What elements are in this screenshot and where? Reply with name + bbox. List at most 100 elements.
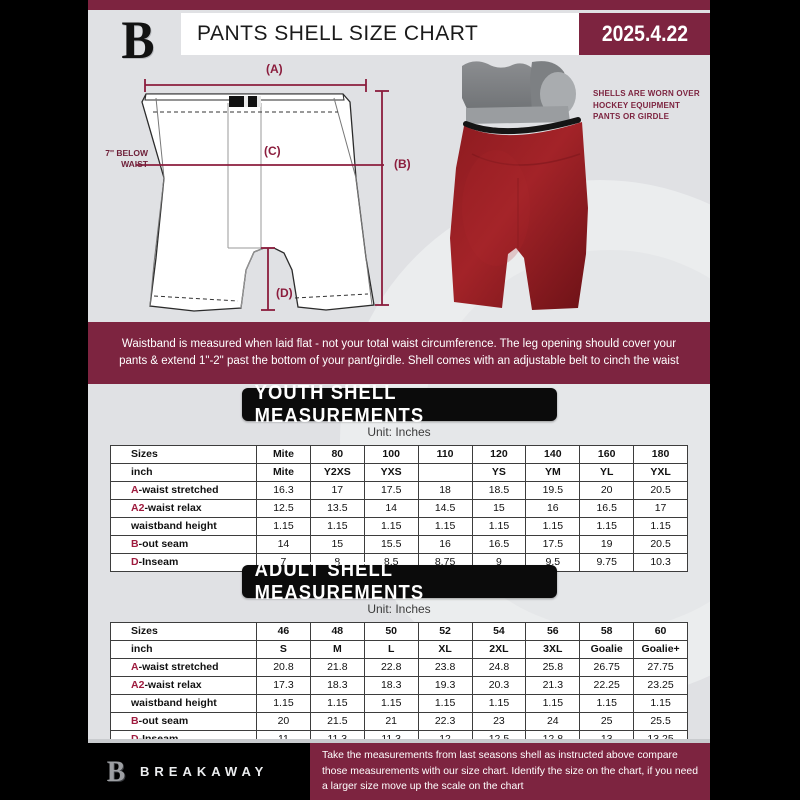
page-header: B PANTS SHELL SIZE CHART 2025.4.22 (88, 10, 710, 67)
table-cell: 60 (633, 622, 688, 641)
table-cell: 17 (310, 481, 365, 500)
table-cell: 120 (472, 445, 527, 464)
waist-note-line1: 7'' BELOW (105, 148, 148, 158)
table-cell: 1.15 (418, 694, 473, 713)
table-cell: 20.8 (256, 658, 311, 677)
table-cell: 1.15 (633, 694, 688, 713)
table-cell: 110 (418, 445, 473, 464)
table-row: A2-waist relax 12.5 13.5 14 14.5 15 16 16.5 17 (110, 499, 688, 518)
row-label: B-out seam (110, 712, 257, 731)
table-cell: 16 (418, 535, 473, 554)
table-cell: 20.3 (472, 676, 527, 695)
row-label: Sizes (110, 622, 257, 641)
row-label-marker: A2 (131, 502, 145, 514)
row-label: waistband height (110, 694, 257, 713)
table-cell: 1.15 (472, 517, 527, 536)
row-label: A-waist stretched (110, 658, 257, 677)
table-cell: 19 (579, 535, 635, 554)
youth-measurements-table: Sizes Mite 80 100 110 120 140 160 180 inch Mite Y2X… (110, 445, 688, 572)
table-cell: 14 (364, 499, 419, 518)
table-row: A-waist stretched 20.8 21.8 22.8 23.8 24.8 25.… (110, 658, 688, 677)
row-label: B-out seam (110, 535, 257, 554)
table-cell: 1.15 (579, 517, 635, 536)
table-cell: YM (525, 463, 581, 482)
footer-instruction-text: Take the measurements from last seasons … (322, 750, 698, 793)
table-cell: 16.5 (472, 535, 527, 554)
table-cell: YXL (633, 463, 688, 482)
table-cell: 16 (525, 499, 581, 518)
table-cell: 15.5 (364, 535, 419, 554)
table-cell: 17.5 (364, 481, 419, 500)
table-cell: 25 (579, 712, 635, 731)
table-cell: 80 (310, 445, 365, 464)
top-accent-strip (88, 0, 710, 10)
table-cell: 1.15 (633, 517, 688, 536)
table-cell: 20.5 (633, 481, 688, 500)
table-cell: 24.8 (472, 658, 527, 677)
measurement-instruction-banner: Waistband is measured when laid flat - n… (88, 322, 710, 384)
date-badge: 2025.4.22 (579, 13, 710, 55)
youth-section-title: YOUTH SHELL MEASUREMENTS (241, 382, 557, 427)
row-label-marker: D (131, 556, 139, 568)
row-label-marker: A2 (131, 679, 145, 691)
table-cell: 27.75 (633, 658, 688, 677)
product-photo (436, 58, 596, 313)
adult-unit-label: Unit: Inches (367, 602, 431, 616)
table-cell: 17 (633, 499, 688, 518)
table-cell: 20 (256, 712, 311, 731)
table-cell: 18 (418, 481, 473, 500)
table-cell: 15 (310, 535, 365, 554)
page-title: PANTS SHELL SIZE CHART (197, 22, 479, 45)
youth-section: YOUTH SHELL MEASUREMENTS Unit: Inches Si… (88, 382, 710, 572)
table-cell: 24 (525, 712, 581, 731)
row-label-marker: B (131, 538, 139, 550)
table-row: B-out seam 20 21.5 21 22.3 23 24 25 25.5 (110, 712, 688, 731)
footer-logo-icon: B (106, 754, 126, 788)
table-cell: 13.5 (310, 499, 365, 518)
table-cell: 16.3 (256, 481, 311, 500)
table-cell: 58 (579, 622, 635, 641)
table-cell: YL (579, 463, 635, 482)
table-cell: XL (418, 640, 473, 659)
table-cell: 21.5 (310, 712, 365, 731)
footer-divider (88, 739, 710, 743)
table-cell: 17.3 (256, 676, 311, 695)
row-label: D-Inseam (110, 553, 257, 572)
table-cell: 18.3 (364, 676, 419, 695)
table-cell: 22.3 (418, 712, 473, 731)
row-label: inch (110, 640, 257, 659)
brand-logo-icon: B (106, 12, 168, 68)
table-cell: 3XL (525, 640, 581, 659)
youth-section-title-text: YOUTH SHELL MEASUREMENTS (254, 381, 424, 427)
table-cell: L (364, 640, 419, 659)
row-label: A2-waist relax (110, 676, 257, 695)
row-label: waistband height (110, 517, 257, 536)
table-cell: 16.5 (579, 499, 635, 518)
dimension-label-c: (C) (264, 144, 281, 158)
table-cell: 1.15 (579, 694, 635, 713)
table-cell: Goalie+ (633, 640, 688, 659)
table-cell: 22.8 (364, 658, 419, 677)
table-cell: YXS (364, 463, 419, 482)
table-row: waistband height 1.15 1.15 1.15 1.15 1.15 1.15… (110, 694, 688, 713)
footer-instruction-block: Take the measurements from last seasons … (310, 743, 710, 800)
table-cell: 1.15 (525, 517, 581, 536)
table-cell: 25.8 (525, 658, 581, 677)
dimension-label-d: (D) (276, 286, 293, 300)
adult-section-title: ADULT SHELL MEASUREMENTS (241, 559, 557, 604)
table-cell: 1.15 (364, 694, 419, 713)
youth-unit-label: Unit: Inches (367, 425, 431, 439)
table-cell: 19.5 (525, 481, 581, 500)
page-title-box: PANTS SHELL SIZE CHART (181, 13, 579, 55)
table-row: A2-waist relax 17.3 18.3 18.3 19.3 20.3 21.3 22… (110, 676, 688, 695)
table-cell: 56 (525, 622, 581, 641)
table-cell: 9.75 (579, 553, 635, 572)
table-row: inch Mite Y2XS YXS YS YM YL YXL (110, 463, 688, 482)
table-cell (418, 463, 473, 482)
table-cell: 22.25 (579, 676, 635, 695)
footer-brand-name: BREAKAWAY (140, 764, 269, 779)
adult-measurements-table: Sizes 46 48 50 52 54 56 58 60 inch S M L XL 2XL 3XL Goal… (110, 622, 688, 749)
waist-reference-note: 7'' BELOW WAIST (90, 148, 148, 171)
table-row: waistband height 1.15 1.15 1.15 1.15 1.15 1.15… (110, 517, 688, 536)
